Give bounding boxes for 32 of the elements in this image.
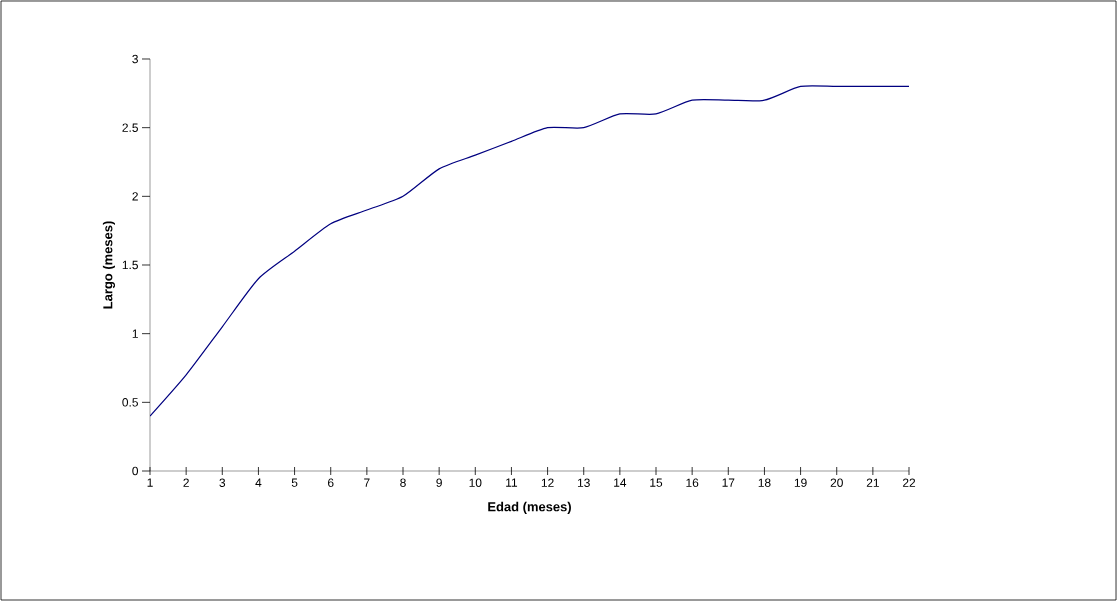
x-tick-label: 10 (469, 478, 482, 487)
x-tick-label: 14 (614, 478, 627, 487)
x-tick-label: 5 (291, 478, 298, 487)
y-tick-label: 3 (132, 54, 138, 64)
x-tick-label: 21 (866, 478, 879, 487)
x-tick-label: 2 (183, 478, 189, 487)
x-tick-label: 18 (758, 478, 771, 487)
line-series (150, 85, 910, 417)
x-tick-label: 16 (686, 478, 699, 487)
x-tick-label: 9 (436, 478, 442, 487)
x-axis-title: Edad (meses) (488, 501, 571, 514)
x-tick-label: 3 (219, 478, 226, 487)
x-tick-label: 6 (328, 478, 334, 487)
y-tick-label: 0.5 (122, 398, 138, 407)
x-tick-label: 15 (650, 478, 663, 487)
x-tick-label: 1 (147, 478, 153, 487)
y-tick-label: 0 (132, 466, 139, 476)
y-tick-label: 2.5 (122, 123, 138, 132)
y-tick-label: 2 (132, 192, 138, 201)
x-tick-label: 8 (400, 478, 406, 487)
x-tick-label: 13 (577, 478, 590, 487)
x-tick-label: 12 (541, 478, 554, 487)
x-tick-label: 11 (506, 478, 518, 487)
x-tick-label: 7 (364, 478, 370, 487)
y-tick-label: 1 (132, 329, 138, 338)
x-tick-label: 17 (722, 478, 735, 487)
y-tick-label: 1.5 (122, 260, 138, 270)
x-tick-label: 22 (902, 478, 916, 487)
y-axis-title: Largo (meses) (102, 221, 116, 309)
x-tick-label: 20 (830, 478, 843, 487)
x-tick-label: 4 (255, 478, 262, 487)
x-tick-label: 19 (794, 478, 807, 487)
